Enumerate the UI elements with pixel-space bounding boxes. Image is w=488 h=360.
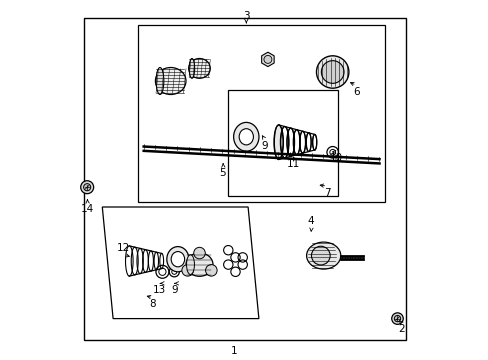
Text: 4: 4 xyxy=(307,216,314,226)
Circle shape xyxy=(81,181,94,194)
Text: 3: 3 xyxy=(243,11,249,21)
Ellipse shape xyxy=(185,253,213,276)
Ellipse shape xyxy=(306,242,340,269)
Text: 2: 2 xyxy=(397,324,404,334)
Ellipse shape xyxy=(171,252,184,267)
Circle shape xyxy=(182,265,193,276)
Ellipse shape xyxy=(189,59,194,78)
Ellipse shape xyxy=(274,125,283,159)
Text: 7: 7 xyxy=(324,188,330,198)
Circle shape xyxy=(316,56,348,88)
Text: 12: 12 xyxy=(117,243,130,253)
Text: 11: 11 xyxy=(286,159,299,169)
Ellipse shape xyxy=(156,68,163,95)
Ellipse shape xyxy=(233,122,259,151)
Text: 10: 10 xyxy=(329,153,342,163)
Ellipse shape xyxy=(239,129,253,145)
Text: 5: 5 xyxy=(219,168,226,178)
Polygon shape xyxy=(261,52,274,67)
Circle shape xyxy=(83,184,91,191)
Ellipse shape xyxy=(311,246,329,265)
Bar xyxy=(84,18,406,340)
Bar xyxy=(228,90,337,196)
Text: 6: 6 xyxy=(352,87,359,97)
Ellipse shape xyxy=(166,247,188,272)
Circle shape xyxy=(193,247,205,259)
Circle shape xyxy=(321,61,344,84)
Text: 8: 8 xyxy=(149,299,156,309)
Ellipse shape xyxy=(188,59,210,78)
Ellipse shape xyxy=(186,255,194,274)
Bar xyxy=(138,25,384,202)
Circle shape xyxy=(205,265,217,276)
Text: 13: 13 xyxy=(153,285,166,295)
Text: 9: 9 xyxy=(171,285,177,295)
Text: 1: 1 xyxy=(230,346,237,356)
Text: 9: 9 xyxy=(261,141,267,151)
Circle shape xyxy=(393,315,400,322)
Circle shape xyxy=(391,313,403,324)
Ellipse shape xyxy=(155,68,185,95)
Circle shape xyxy=(264,55,271,63)
Text: 14: 14 xyxy=(81,204,94,214)
